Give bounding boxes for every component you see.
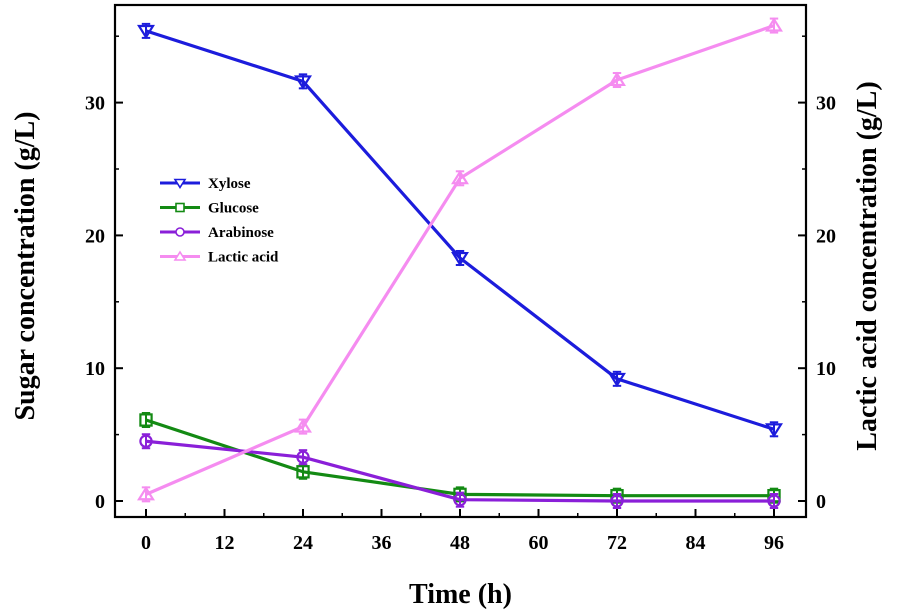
y-right-tick-label-20: 20 bbox=[816, 225, 836, 247]
glucose-line bbox=[145, 418, 774, 498]
legend: Xylose Glucose Arabinose Lactic acid bbox=[160, 176, 279, 266]
legend-marker-lactic-acid bbox=[173, 250, 187, 261]
y-right-tick-label-0: 0 bbox=[816, 491, 826, 513]
legend-label-glucose: Glucose bbox=[208, 201, 259, 217]
legend-marker-glucose bbox=[175, 202, 185, 213]
y-right-tick-label-10: 10 bbox=[816, 358, 836, 380]
legend-label-arabinose: Arabinose bbox=[208, 225, 274, 241]
series-arabinose bbox=[139, 433, 781, 509]
x-tick-label-12: 12 bbox=[215, 532, 235, 554]
legend-marker-xylose bbox=[173, 178, 187, 190]
legend-item-lactic-acid: Lactic acid bbox=[160, 250, 279, 266]
y-axis-left-title: Sugar concentration (g/L) bbox=[10, 111, 41, 420]
x-tick-label-36: 36 bbox=[372, 532, 392, 554]
y-left-tick-label-20: 20 bbox=[85, 225, 105, 247]
legend-item-glucose: Glucose bbox=[160, 201, 259, 217]
legend-label-lactic-acid: Lactic acid bbox=[208, 250, 279, 266]
x-tick-label-0: 0 bbox=[141, 532, 151, 554]
y-left-tick-label-30: 30 bbox=[85, 93, 105, 115]
x-tick-label-60: 60 bbox=[529, 532, 549, 554]
x-tick-label-96: 96 bbox=[764, 532, 784, 554]
x-axis-title: Time (h) bbox=[409, 579, 512, 610]
legend-item-arabinose: Arabinose bbox=[160, 225, 274, 241]
legend-item-xylose: Xylose bbox=[160, 176, 251, 192]
x-tick-label-48: 48 bbox=[450, 532, 470, 554]
y-left-tick-label-10: 10 bbox=[85, 358, 105, 380]
series-glucose bbox=[139, 411, 781, 504]
y-right-tick-label-30: 30 bbox=[816, 93, 836, 115]
series-lactic-acid bbox=[137, 17, 783, 503]
y-left-tick-label-0: 0 bbox=[95, 491, 105, 513]
x-tick-label-24: 24 bbox=[293, 532, 313, 554]
legend-marker-arabinose bbox=[175, 227, 185, 237]
y-axis-right-title: Lactic acid concentration (g/L) bbox=[852, 81, 883, 450]
x-tick-label-84: 84 bbox=[686, 532, 706, 554]
x-tick-label-72: 72 bbox=[607, 532, 627, 554]
series-xylose bbox=[137, 22, 783, 438]
legend-label-xylose: Xylose bbox=[208, 176, 251, 192]
